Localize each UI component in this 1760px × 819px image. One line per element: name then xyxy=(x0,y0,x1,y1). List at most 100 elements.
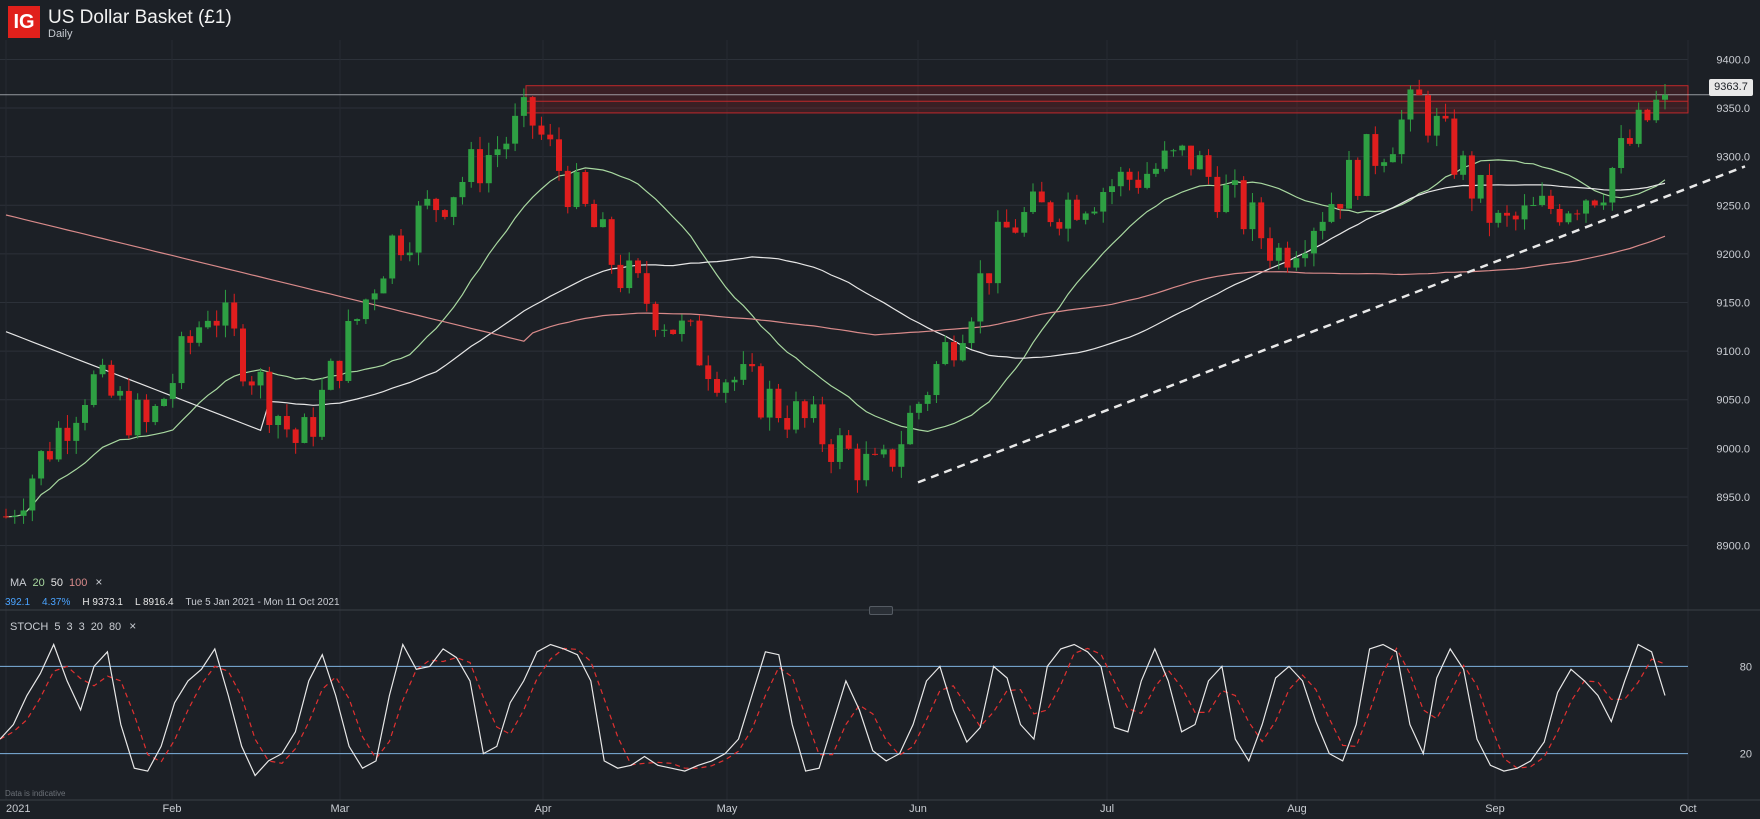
candle-body xyxy=(178,336,185,384)
candle-body xyxy=(1082,213,1089,220)
candle-body xyxy=(1117,171,1124,187)
candle-body xyxy=(283,416,290,430)
stoch-k-line xyxy=(0,642,1666,777)
candle-body xyxy=(696,320,703,366)
candle-body xyxy=(845,435,852,449)
candle-body xyxy=(1354,159,1361,196)
candle-body xyxy=(1258,202,1265,239)
candle-body xyxy=(266,371,273,426)
candle-body xyxy=(1547,195,1554,209)
candle-body xyxy=(196,327,203,343)
date-range: Tue 5 Jan 2021 - Mon 11 Oct 2021 xyxy=(185,597,340,608)
remove-stoch-button[interactable]: × xyxy=(129,619,137,633)
ma-legend-20: 20 xyxy=(32,577,45,589)
stoch-param: 3 xyxy=(78,621,85,633)
y-tick-label: 9200.0 xyxy=(1716,249,1750,261)
candle-body xyxy=(836,435,843,462)
remove-ma-button[interactable]: × xyxy=(95,575,103,589)
candle-body xyxy=(1363,134,1370,196)
candle-body xyxy=(582,172,589,204)
candle-body xyxy=(319,389,325,437)
candle-body xyxy=(1626,138,1633,144)
candle-body xyxy=(336,360,343,381)
candle-body xyxy=(757,366,764,418)
ma-legend-50: 50 xyxy=(50,577,63,589)
stoch-legend-label: STOCH xyxy=(10,621,49,633)
candle-body xyxy=(477,149,483,184)
candle-body xyxy=(371,293,378,300)
candle-body xyxy=(661,329,668,331)
candle-body xyxy=(714,379,720,393)
candle-body xyxy=(810,404,817,419)
candle-body xyxy=(512,115,519,144)
candle-body xyxy=(1574,213,1581,215)
candle-body xyxy=(310,417,317,437)
candle-body xyxy=(1504,212,1510,216)
candle-body xyxy=(1152,168,1159,174)
candle-body xyxy=(643,273,650,304)
candle-body xyxy=(152,405,159,423)
chart-title: US Dollar Basket (£1) xyxy=(48,7,232,28)
candle-body xyxy=(775,388,782,419)
x-tick-label: May xyxy=(717,803,738,815)
candle-body xyxy=(398,235,404,256)
candle-body xyxy=(564,170,571,208)
stoch-tick-label: 80 xyxy=(1740,661,1752,673)
candle-body xyxy=(424,198,431,206)
y-tick-label: 9250.0 xyxy=(1716,200,1750,212)
candle-body xyxy=(722,382,729,393)
candle-body xyxy=(345,321,352,381)
candle-body xyxy=(1293,258,1300,268)
candle-body xyxy=(1460,155,1467,175)
candle-body xyxy=(907,412,914,445)
candle-body xyxy=(1056,222,1063,229)
candle-body xyxy=(240,328,246,382)
candle-body xyxy=(1126,171,1133,180)
candle-body xyxy=(766,388,773,418)
y-tick-label: 8900.0 xyxy=(1716,541,1750,553)
candle-body xyxy=(1170,150,1177,152)
candle-body xyxy=(1521,205,1528,220)
candle-body xyxy=(959,343,966,361)
candle-body xyxy=(951,342,957,361)
candle-body xyxy=(485,155,492,184)
candle-body xyxy=(1030,191,1036,213)
change-percent: 4.37% xyxy=(42,597,71,608)
candle-body xyxy=(1100,192,1107,212)
candle-body xyxy=(880,449,887,455)
panel-resize-handle[interactable] xyxy=(869,606,893,615)
candle-body xyxy=(898,444,905,467)
x-tick-label: Oct xyxy=(1679,803,1696,815)
y-tick-label: 9400.0 xyxy=(1716,54,1750,66)
ig-logo: IG xyxy=(8,6,40,38)
stats-row: 392.1 4.37% H 9373.1 L 8916.4 Tue 5 Jan 2021… xyxy=(5,597,352,608)
y-tick-label: 9050.0 xyxy=(1716,395,1750,407)
y-tick-label: 8950.0 xyxy=(1716,492,1750,504)
candle-body xyxy=(1231,180,1238,185)
candle-body xyxy=(740,364,747,380)
x-tick-label: Jul xyxy=(1100,803,1114,815)
candle-body xyxy=(924,395,931,404)
candle-body xyxy=(389,235,396,279)
candle-body xyxy=(134,399,141,436)
candle-body xyxy=(872,453,878,455)
trendline xyxy=(917,165,1746,484)
candle-body xyxy=(1381,162,1388,166)
candle-body xyxy=(687,320,694,322)
candle-body xyxy=(327,360,334,390)
candle-body xyxy=(1047,202,1054,223)
candle-body xyxy=(73,422,80,441)
candle-body xyxy=(1161,150,1168,169)
candle-body xyxy=(1109,186,1115,193)
x-tick-label: Mar xyxy=(331,803,350,815)
candle-body xyxy=(354,319,361,322)
candle-body xyxy=(1635,109,1642,144)
candle-body xyxy=(275,416,282,426)
candle-body xyxy=(915,403,922,413)
uptrend-line xyxy=(917,165,1746,484)
candle-body xyxy=(1012,227,1019,233)
candle-body xyxy=(433,198,440,211)
y-tick-label: 9000.0 xyxy=(1716,443,1750,455)
candle-body xyxy=(573,172,580,208)
